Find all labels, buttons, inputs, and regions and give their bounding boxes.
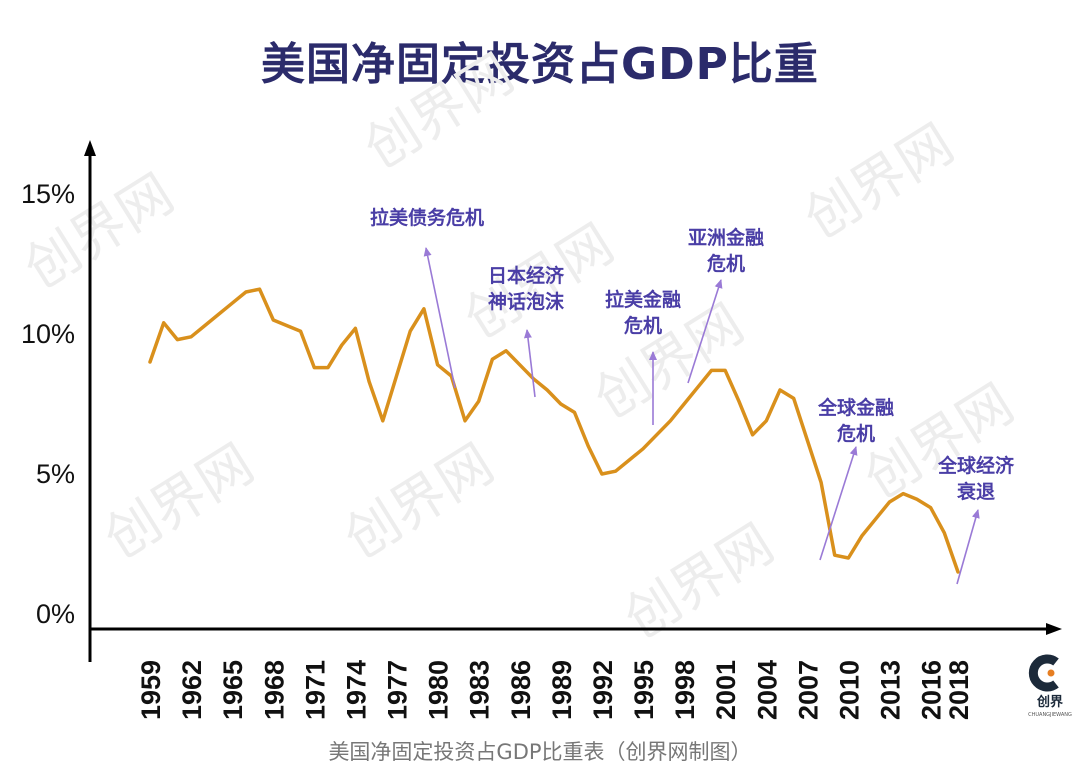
- x-tick-label: 1974: [341, 660, 371, 720]
- x-tick-label: 1971: [300, 660, 330, 720]
- x-axis-ticks: 1959 1962 1965 1968 1971 1974 1977 1980 1983 1986…: [136, 660, 974, 720]
- y-axis-arrow: [84, 140, 96, 156]
- annotation-label: 神话泡沫: [488, 290, 565, 313]
- x-tick-label: 1992: [588, 660, 618, 720]
- x-tick-label: 1998: [670, 660, 700, 720]
- annotation-arrow: [687, 279, 723, 384]
- annotation-label: 危机: [837, 422, 875, 445]
- annotation-label: 危机: [707, 252, 745, 275]
- series-line: [148, 287, 960, 574]
- annotation-arrow: [819, 446, 858, 561]
- x-tick-label: 1968: [259, 660, 289, 720]
- x-axis-arrow: [1046, 623, 1062, 635]
- x-tick-label: 2001: [711, 660, 741, 720]
- x-tick-label: 1965: [218, 660, 248, 720]
- annotation-arrow: [523, 329, 536, 398]
- x-tick-label: 2018: [944, 660, 974, 720]
- watermark-text: 创界网: [354, 42, 525, 181]
- annotation-label: 衰退: [956, 480, 995, 503]
- x-tick-label: 1986: [506, 660, 536, 720]
- x-tick-label: 2016: [917, 660, 947, 720]
- x-tick-label: 1980: [424, 660, 454, 720]
- y-tick-label: 15%: [21, 179, 75, 209]
- watermark-text: 创界网: [854, 372, 1025, 511]
- annotation-label: 全球经济: [937, 454, 1015, 477]
- x-tick-label: 1962: [177, 660, 207, 720]
- x-tick-label: 1995: [629, 660, 659, 720]
- logo-text: 创界: [1036, 694, 1063, 710]
- watermark-text: 创界网: [584, 292, 755, 431]
- watermark-text: 创界网: [794, 112, 965, 251]
- x-tick-label: 1983: [465, 660, 495, 720]
- x-tick-label: 2013: [876, 660, 906, 720]
- chart-title: 美国净固定投资占GDP比重: [261, 39, 819, 90]
- y-tick-label: 10%: [21, 319, 75, 349]
- x-tick-label: 2010: [834, 660, 864, 720]
- annotation-arrow: [423, 247, 456, 389]
- y-axis-ticks: 15% 10% 5% 0%: [21, 179, 75, 629]
- x-tick-label: 1989: [547, 660, 577, 720]
- x-tick-label: 2007: [793, 660, 823, 720]
- annotation-arrow: [956, 509, 980, 585]
- logo-subtext: CHUANGJIEWANG: [1028, 712, 1072, 718]
- annotation-label: 危机: [624, 314, 662, 337]
- x-tick-label: 1959: [136, 660, 166, 720]
- brand-logo: 创界 CHUANGJIEWANG: [1028, 654, 1072, 718]
- annotation-label: 拉美债务危机: [370, 206, 484, 229]
- logo-dot-icon: [1047, 669, 1055, 677]
- x-tick-label: 2004: [752, 660, 782, 720]
- chart-caption: 美国净固定投资占GDP比重表（创界网制图）: [328, 740, 752, 764]
- watermark-text: 创界网: [334, 432, 505, 571]
- watermark-text: 创界网: [94, 432, 265, 571]
- annotation-label: 亚洲金融: [688, 226, 764, 249]
- y-tick-label: 0%: [36, 599, 75, 629]
- annotation-label: 拉美金融: [605, 288, 681, 311]
- data-series: [148, 287, 960, 574]
- chart-axes: [84, 140, 1062, 662]
- y-tick-label: 5%: [36, 459, 75, 489]
- logo-c-icon: [1028, 654, 1059, 692]
- annotation-label: 日本经济: [488, 264, 565, 287]
- annotation-label: 全球金融: [817, 396, 894, 419]
- x-tick-label: 1977: [383, 660, 413, 720]
